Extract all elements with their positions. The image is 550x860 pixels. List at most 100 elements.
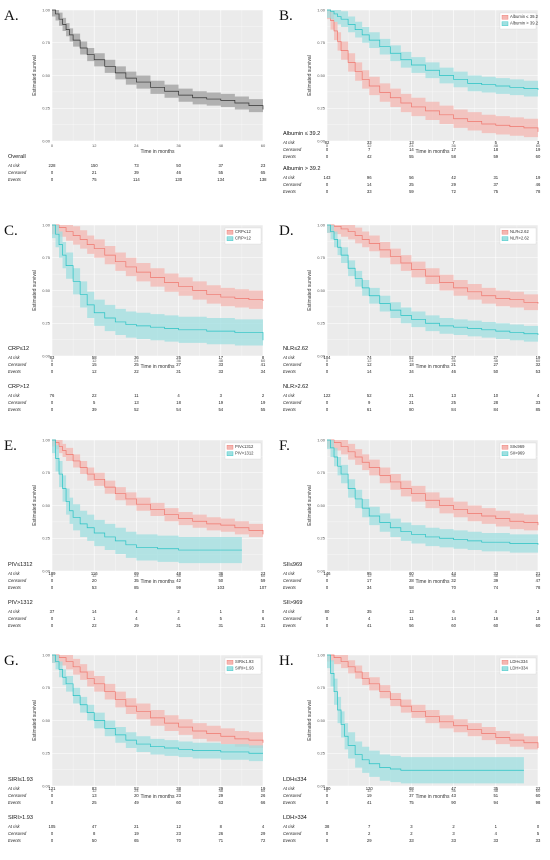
x-axis-label: Time in months	[141, 579, 175, 585]
legend-swatch	[501, 21, 509, 26]
risk-table-value: 60	[451, 623, 456, 628]
x-tick-label: 0	[326, 358, 329, 363]
risk-table-value: 143	[324, 175, 332, 180]
risk-table-value: 42	[451, 175, 456, 180]
risk-table-value: 33	[218, 369, 223, 374]
risk-table-value: 25	[134, 362, 139, 367]
x-tick-label: 12	[92, 358, 97, 363]
x-tick-label: 24	[409, 788, 414, 793]
risk-row-label: Events	[8, 369, 22, 374]
risk-row-label: Events	[8, 838, 22, 843]
risk-table-value: 0	[51, 585, 54, 590]
risk-table-value: 32	[451, 578, 456, 583]
y-tick-label: 1.00	[317, 437, 326, 442]
confidence-band	[327, 10, 538, 98]
risk-table-value: 13	[92, 793, 97, 798]
y-tick-label: 0.75	[42, 470, 51, 475]
risk-table-value: 0	[51, 170, 54, 175]
km-panel: G. 0 12 24 36 48 60 0.00 0.25 0.50 0.75 1.00 Time in…	[0, 645, 275, 860]
risk-table-value: 14	[367, 182, 372, 187]
y-axis-label: Estimated survival	[307, 270, 313, 311]
x-tick-label: 36	[451, 573, 456, 578]
risk-table-value: 0	[51, 578, 54, 583]
risk-table-value: 29	[218, 786, 223, 791]
risk-table-value: 28	[493, 400, 498, 405]
x-tick-label: 24	[134, 143, 139, 148]
risk-table-value: 72	[261, 838, 266, 843]
risk-table-value: 21	[409, 400, 414, 405]
legend-entry: PIV≤1312	[235, 444, 254, 449]
risk-table-value: 0	[326, 831, 329, 836]
risk-row-label: At risk	[282, 609, 296, 614]
risk-table-value: 20	[92, 578, 97, 583]
risk-table-value: 72	[451, 189, 456, 194]
risk-table-value: 25	[176, 355, 181, 360]
y-tick-label: 0.75	[317, 255, 326, 260]
risk-table-value: 10	[493, 393, 498, 398]
risk-table-value: 0	[537, 824, 540, 829]
risk-table-value: 52	[134, 786, 139, 791]
risk-table-value: 34	[409, 369, 414, 374]
risk-table-value: 17	[218, 355, 223, 360]
risk-table-value: 7	[452, 140, 455, 145]
risk-row-label: Censored	[283, 578, 302, 583]
x-axis-label: Time in months	[141, 149, 175, 155]
risk-table-value: 90	[451, 800, 456, 805]
risk-table-value: 14	[451, 616, 456, 621]
risk-table-value: 19	[367, 793, 372, 798]
risk-table-value: 48	[176, 571, 181, 576]
risk-row-label: Censored	[283, 147, 302, 152]
confidence-band	[52, 225, 263, 311]
risk-table-value: 8	[220, 824, 223, 829]
risk-row-label: Events	[283, 189, 297, 194]
risk-table-value: 0	[326, 182, 329, 187]
risk-table-value: 2	[177, 609, 180, 614]
risk-table-value: 75	[493, 189, 498, 194]
risk-table-value: 60	[536, 154, 541, 159]
risk-table-value: 55	[218, 170, 223, 175]
x-tick-label: 36	[451, 358, 456, 363]
risk-table-value: 27	[493, 362, 498, 367]
risk-row-label: At risk	[7, 786, 21, 791]
risk-table-value: 34	[367, 585, 372, 590]
risk-table-value: 5	[220, 616, 223, 621]
risk-row-label: Events	[8, 800, 22, 805]
y-axis-label: Estimated survival	[32, 700, 38, 741]
risk-table-value: 33	[493, 838, 498, 843]
risk-table-value: 37	[493, 182, 498, 187]
y-tick-label: 1.00	[317, 7, 326, 12]
y-tick-label: 1.00	[317, 222, 326, 227]
risk-table-value: 27	[493, 355, 498, 360]
y-tick-label: 0.00	[317, 783, 326, 788]
legend-entry: SII≤969	[510, 444, 525, 449]
risk-table-value: 21	[134, 824, 139, 829]
risk-table-value: 0	[51, 623, 54, 628]
risk-table-value: 0	[326, 154, 329, 159]
risk-table-value: 20	[134, 793, 139, 798]
risk-table-value: 7	[368, 824, 371, 829]
survival-curve	[327, 9, 539, 90]
risk-table-value: 51	[493, 793, 498, 798]
risk-table-value: 21	[409, 393, 414, 398]
risk-table-value: 43	[451, 793, 456, 798]
x-tick-label: 24	[409, 573, 414, 578]
risk-table-value: 66	[261, 800, 266, 805]
legend-entry: CRP≤12	[235, 229, 251, 234]
x-tick-label: 60	[261, 143, 266, 148]
risk-row-label: At risk	[282, 140, 296, 145]
risk-table-value: 11	[409, 616, 414, 621]
survival-curve	[52, 224, 264, 341]
y-tick-label: 0.75	[317, 470, 326, 475]
risk-table-value: 41	[367, 800, 372, 805]
legend-entry: NLR>2.62	[510, 236, 530, 241]
risk-table-title: CRP≤12	[8, 346, 29, 352]
risk-table-value: 13	[409, 140, 414, 145]
risk-table-value: 25	[451, 400, 456, 405]
risk-table-value: 69	[134, 571, 139, 576]
risk-table-value: 50	[218, 578, 223, 583]
risk-table-value: 84	[493, 407, 498, 412]
risk-row-label: Events	[8, 585, 22, 590]
y-axis-label: Estimated survival	[32, 55, 38, 96]
survival-curve	[52, 654, 264, 743]
y-tick-label: 0.50	[317, 288, 326, 293]
